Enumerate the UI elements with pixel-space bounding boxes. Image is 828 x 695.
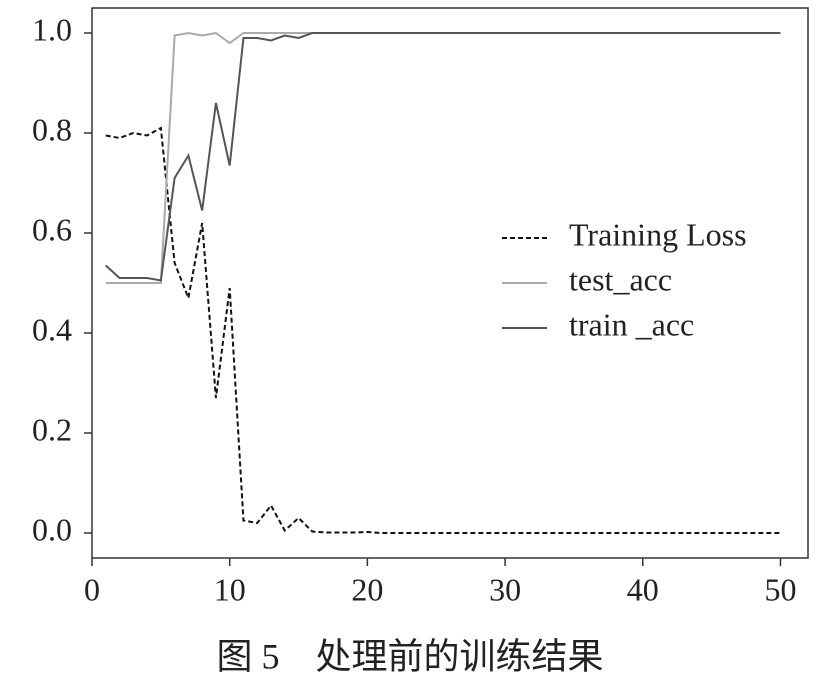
- series-line: [105, 32, 781, 282]
- x-tick-label: 50: [764, 571, 796, 607]
- x-tick-label: 0: [84, 571, 100, 607]
- y-tick-label: 0.2: [32, 411, 72, 447]
- plot-frame: [91, 7, 809, 559]
- legend-label: train _acc: [569, 306, 694, 342]
- legend-label: test_acc: [569, 261, 672, 297]
- series-line: [105, 126, 781, 534]
- legend-label: Training Loss: [569, 216, 747, 252]
- x-tick-label: 10: [214, 571, 246, 607]
- y-tick-label: 1.0: [32, 11, 72, 47]
- y-tick-label: 0.6: [32, 211, 72, 247]
- x-tick-label: 40: [627, 571, 659, 607]
- x-tick-label: 30: [489, 571, 521, 607]
- y-tick-label: 0.4: [32, 311, 72, 347]
- caption: 图 5 处理前的训练结果: [216, 636, 603, 676]
- y-tick-label: 0.0: [32, 511, 72, 547]
- y-tick-label: 0.8: [32, 111, 72, 147]
- x-tick-label: 20: [351, 571, 383, 607]
